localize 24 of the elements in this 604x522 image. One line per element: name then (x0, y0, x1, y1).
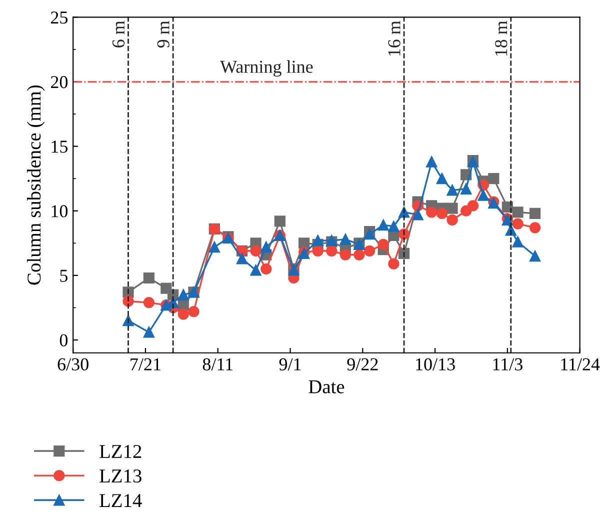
y-tick-label: 0 (60, 334, 68, 346)
y-tick-label: 5 (60, 270, 68, 282)
y-tick-label: 15 (52, 140, 68, 153)
ref-line-label: 16 m (388, 20, 400, 56)
y-tick-label: 20 (50, 76, 68, 88)
x-tick-label: 8/11 (202, 358, 232, 370)
x-tick-label: 9/22 (347, 358, 378, 370)
legend-label: LZ12 (100, 444, 142, 458)
y-axis-title: Column subsidence (mm) (26, 85, 45, 285)
x-tick-label: 10/13 (416, 358, 455, 370)
x-axis-title: Date (308, 380, 344, 394)
x-tick-label: 11/3 (493, 358, 522, 370)
x-tick-label: 6/30 (58, 358, 88, 370)
legend-label: LZ13 (100, 470, 142, 483)
x-tick-label: 11/24 (561, 358, 600, 370)
ref-line-label: 6 m (112, 20, 125, 48)
y-tick-label: 10 (52, 205, 68, 218)
legend-label: LZ14 (100, 494, 142, 507)
ref-line-label: 9 m (157, 20, 170, 48)
x-tick-label: 7/21 (130, 358, 160, 370)
x-tick-label: 9/1 (279, 358, 301, 370)
ref-line-label: 18 m (495, 20, 508, 56)
ref-line-label: Warning line (220, 60, 313, 77)
y-tick-label: 25 (50, 12, 68, 24)
